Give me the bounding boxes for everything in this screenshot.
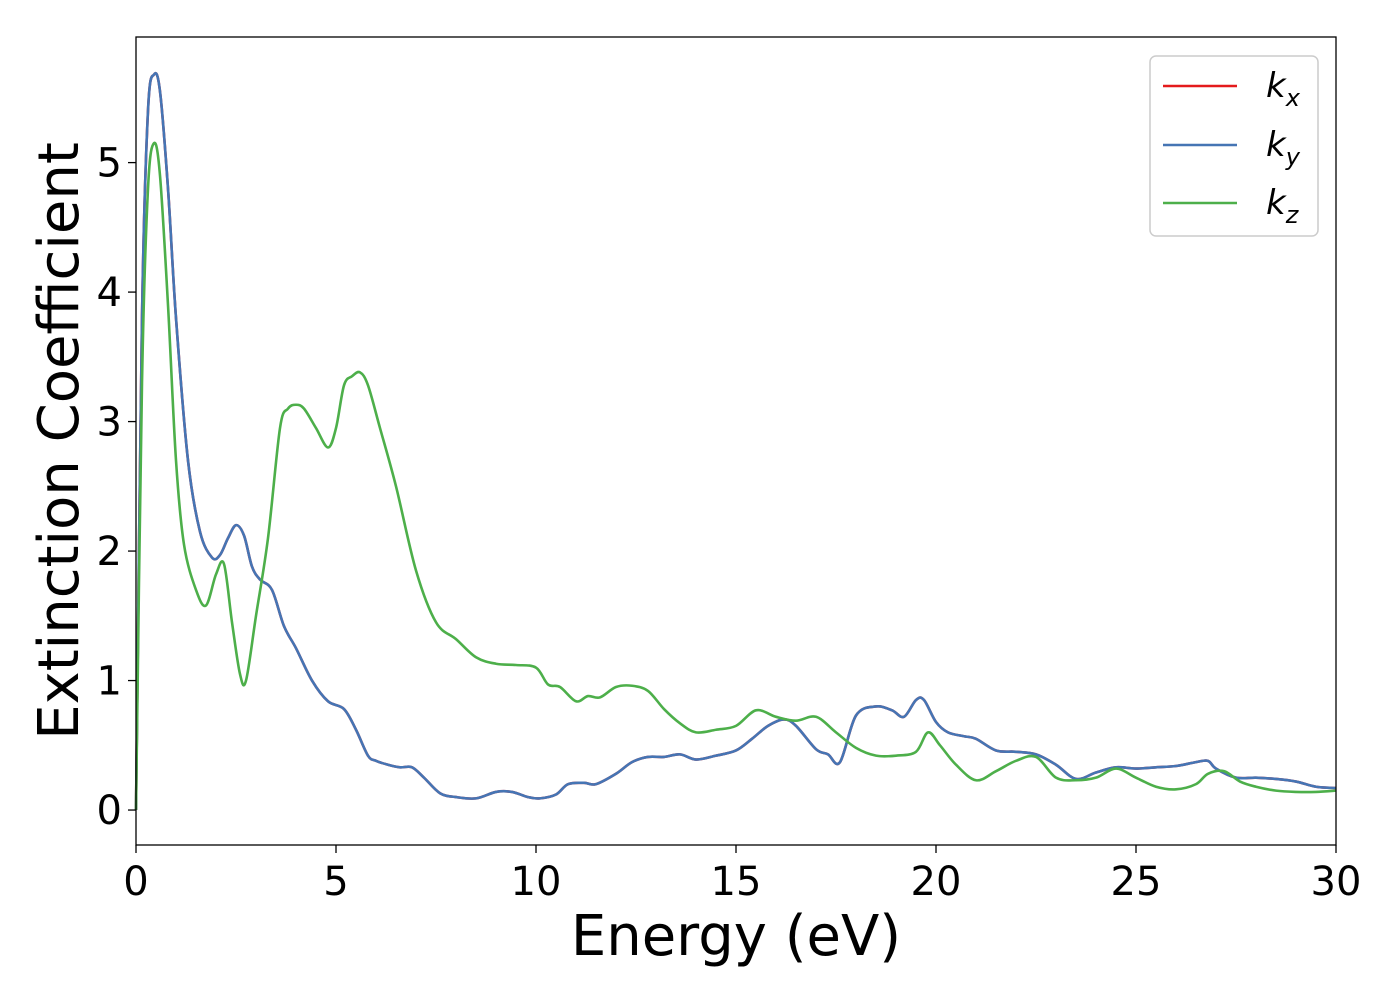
x-tick-label: 15: [711, 859, 762, 905]
x-tick-label: 30: [1311, 859, 1362, 905]
x-tick-label: 0: [123, 859, 148, 905]
series-layer: [134, 71, 1337, 811]
y-tick-label: 0: [97, 788, 122, 834]
legend-label-kz: kz: [1266, 183, 1300, 229]
series-line-ky: [134, 71, 1337, 811]
x-tick-label: 5: [323, 859, 348, 905]
x-tick-label: 25: [1111, 859, 1162, 905]
series-line-kz: [134, 141, 1337, 811]
plot-background: [136, 37, 1336, 845]
legend: kx ky kz: [1149, 55, 1319, 237]
legend-label-ky: ky: [1266, 125, 1301, 171]
x-axis-title: Energy (eV): [571, 904, 901, 969]
y-tick-label: 2: [97, 529, 122, 575]
y-tick-label: 1: [97, 659, 122, 705]
y-tick-label: 5: [97, 141, 122, 187]
x-tick-label: 10: [511, 859, 562, 905]
x-axis: 0 5 10 15 20 25 30: [123, 845, 1361, 905]
x-tick-label: 20: [911, 859, 962, 905]
legend-label-kx: kx: [1266, 66, 1301, 112]
y-tick-label: 4: [97, 270, 122, 316]
y-tick-label: 3: [97, 400, 122, 446]
y-axis-title: Extinction Coefficient: [27, 142, 92, 740]
y-axis: 0 1 2 3 4 5: [97, 141, 136, 834]
